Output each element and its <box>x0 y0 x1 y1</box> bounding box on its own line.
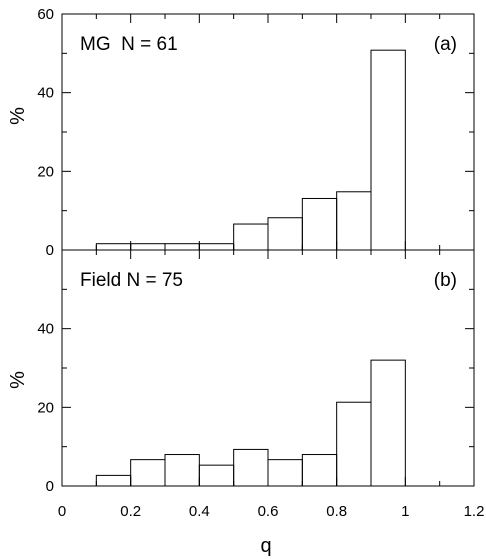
histogram-bar <box>130 459 166 487</box>
histogram-bar <box>233 223 269 251</box>
panel-a-y-axis-label: % <box>7 107 29 125</box>
panel-b: 0 20 40 0 0.2 0.4 0.6 0.8 1 1.2 Field N = 75 (b)… <box>7 249 485 557</box>
x-tick-label: 0.6 <box>258 503 279 520</box>
panel-b-label: (b) <box>434 270 457 291</box>
x-tick-label: 1.2 <box>464 503 485 520</box>
panel-a-annotation: MG N = 61 <box>80 34 178 55</box>
histogram-bar <box>198 464 235 487</box>
panel-a: 0 20 40 60 MG N = 61 (a) % <box>7 6 475 259</box>
x-tick-label: 0 <box>58 503 66 520</box>
y-tick-label: 0 <box>46 478 54 495</box>
histogram-bar <box>198 243 235 251</box>
panel-a-bars <box>95 49 406 251</box>
histogram-bar <box>130 243 166 251</box>
histogram-bar <box>336 191 372 251</box>
histogram-bar <box>95 243 132 251</box>
x-tick-label: 1 <box>401 503 409 520</box>
histogram-bar <box>164 454 200 487</box>
x-axis-label: q <box>260 535 271 557</box>
panel-a-x-axis <box>61 14 475 250</box>
histogram-bar <box>95 474 132 487</box>
panel-b-y-axis: 0 20 40 <box>37 249 474 495</box>
histogram-bar <box>336 401 372 487</box>
y-tick-label: 60 <box>37 6 54 23</box>
y-tick-label: 20 <box>37 163 54 180</box>
x-tick-label: 0.2 <box>120 503 141 520</box>
y-tick-label: 40 <box>37 85 54 102</box>
panel-b-x-axis: 0 0.2 0.4 0.6 0.8 1 1.2 <box>58 250 485 520</box>
x-tick-label: 0.8 <box>326 503 347 520</box>
histogram-bar <box>233 448 269 487</box>
y-tick-label: 0 <box>46 242 54 259</box>
histogram-bar <box>164 243 200 251</box>
panel-b-bars <box>95 359 406 487</box>
x-tick-label: 0.4 <box>189 503 210 520</box>
panel-b-y-axis-label: % <box>7 371 29 389</box>
y-tick-label: 40 <box>37 321 54 338</box>
y-tick-label: 20 <box>37 399 54 416</box>
histogram-bar <box>267 217 303 251</box>
panel-a-y-axis: 0 20 40 60 <box>37 6 474 259</box>
histogram-bar <box>267 459 303 487</box>
histogram-bar <box>301 197 338 251</box>
histogram-bar <box>301 454 338 487</box>
panel-b-annotation: Field N = 75 <box>80 270 183 291</box>
panel-a-label: (a) <box>434 34 457 55</box>
histogram-bar <box>370 49 406 251</box>
histogram-bar <box>370 359 406 487</box>
